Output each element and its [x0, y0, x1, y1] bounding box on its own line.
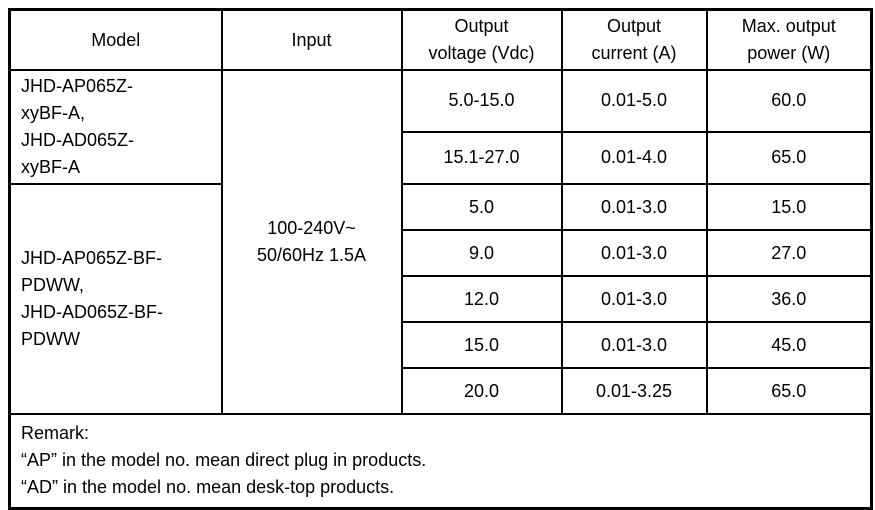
table-row: 12.0 0.01-3.0 36.0 [10, 275, 873, 323]
power-cell: 36.0 [705, 275, 873, 323]
voltage-cell: 5.0 [400, 183, 563, 231]
power-cell: 27.0 [705, 229, 873, 277]
voltage-cell: 15.0 [400, 321, 563, 369]
table-row: 20.0 0.01-3.25 65.0 [10, 367, 873, 415]
remark-line: “AP” in the model no. mean direct plug i… [21, 450, 427, 470]
header-row: Model Input Output voltage (Vdc) Output … [8, 8, 873, 71]
current-cell: 0.01-4.0 [560, 130, 708, 186]
header-max-output-power: Max. output power (W) [705, 8, 873, 71]
power-cell: 65.0 [705, 367, 873, 415]
remark-line: “AD” in the model no. mean desk-top prod… [21, 477, 395, 497]
power-cell: 60.0 [705, 69, 873, 133]
remark-title: Remark: [21, 423, 90, 443]
power-cell: 15.0 [705, 183, 873, 231]
table-row: 15.0 0.01-3.0 45.0 [10, 321, 873, 369]
power-cell: 45.0 [705, 321, 873, 369]
header-output-current: Output current (A) [560, 8, 708, 71]
current-cell: 0.01-3.0 [560, 275, 708, 323]
current-cell: 0.01-3.0 [560, 183, 708, 231]
remark-cell: Remark: “AP” in the model no. mean direc… [8, 413, 873, 510]
input-cell: 100-240V~ 50/60Hz 1.5A [220, 69, 403, 415]
current-cell: 0.01-5.0 [560, 69, 708, 133]
model-group-2-cell: JHD-AP065Z-BF- PDWW, JHD-AD065Z-BF- PDWW [8, 183, 223, 415]
spec-table: Model Input Output voltage (Vdc) Output … [8, 8, 873, 510]
voltage-cell: 5.0-15.0 [400, 69, 563, 133]
current-cell: 0.01-3.0 [560, 229, 708, 277]
current-cell: 0.01-3.0 [560, 321, 708, 369]
voltage-cell: 20.0 [400, 367, 563, 415]
voltage-cell: 15.1-27.0 [400, 130, 563, 186]
table-row: JHD-AP065Z-BF- PDWW, JHD-AD065Z-BF- PDWW… [8, 183, 873, 415]
header-input: Input [220, 8, 403, 71]
voltage-cell: 12.0 [400, 275, 563, 323]
current-cell: 0.01-3.25 [560, 367, 708, 415]
voltage-cell: 9.0 [400, 229, 563, 277]
remark-row: Remark: “AP” in the model no. mean direc… [8, 413, 873, 510]
table-row: 9.0 0.01-3.0 27.0 [10, 229, 873, 277]
table-row: JHD-AP065Z- xyBF-A, JHD-AD065Z- xyBF-A 1… [8, 69, 873, 415]
table-row: 15.1-27.0 0.01-4.0 65.0 [10, 130, 873, 186]
header-output-voltage: Output voltage (Vdc) [400, 8, 563, 71]
power-cell: 65.0 [705, 130, 873, 186]
header-model: Model [8, 8, 223, 71]
model-group-1-cell: JHD-AP065Z- xyBF-A, JHD-AD065Z- xyBF-A [8, 69, 223, 185]
